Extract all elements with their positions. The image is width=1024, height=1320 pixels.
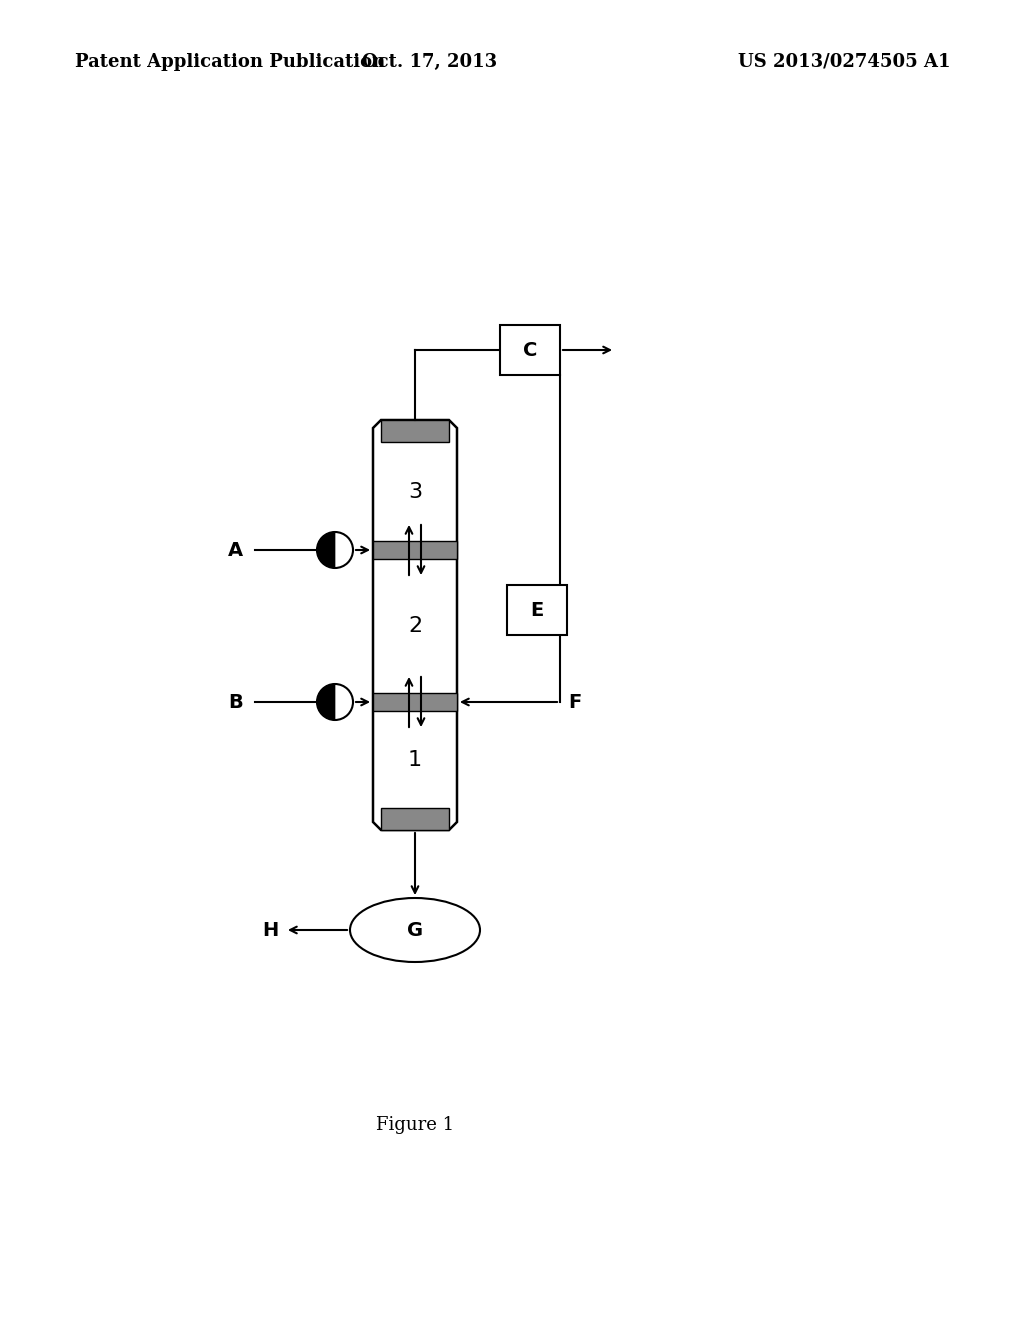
Bar [373,693,457,711]
Text: Oct. 17, 2013: Oct. 17, 2013 [362,53,498,71]
Text: E: E [530,601,544,619]
Text: F: F [568,693,582,711]
Bar [373,541,457,558]
Polygon shape [381,420,449,442]
Polygon shape [373,420,457,830]
Text: C: C [523,341,538,359]
Bar [507,585,567,635]
Bar [500,325,560,375]
Text: 2: 2 [408,616,422,636]
Polygon shape [317,684,335,719]
Text: H: H [262,920,278,940]
Text: 3: 3 [408,482,422,502]
Polygon shape [317,532,335,568]
Polygon shape [381,808,449,830]
Text: Figure 1: Figure 1 [376,1115,454,1134]
Text: A: A [228,540,243,560]
Text: 1: 1 [408,750,422,770]
Text: US 2013/0274505 A1: US 2013/0274505 A1 [737,53,950,71]
Text: B: B [228,693,243,711]
Text: Patent Application Publication: Patent Application Publication [75,53,385,71]
Text: G: G [407,920,423,940]
